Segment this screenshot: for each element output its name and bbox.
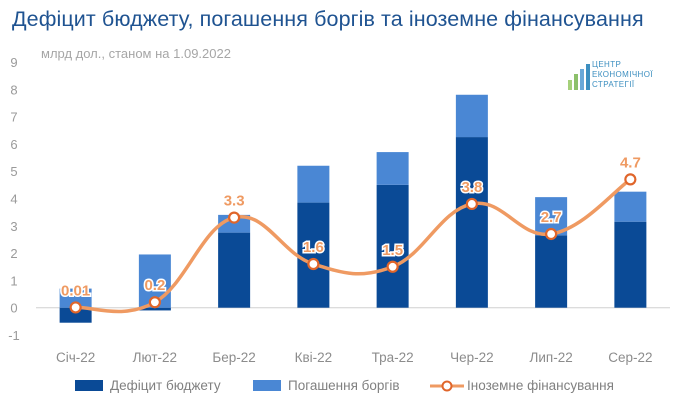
financing-line	[73, 177, 633, 314]
bar-deficit	[614, 221, 647, 308]
chart-subtitle: млрд дол., станом на 1.09.2022	[41, 46, 231, 61]
y-tick-label: 0	[10, 301, 17, 316]
bar-deficit	[376, 184, 409, 308]
chart-canvas: -1 0 1 2 3 4 5 6 7 8 9 Січ-22 Лют-22 Бер-22 Кві-22 Тра-…	[8, 55, 670, 365]
y-tick-label: 8	[10, 82, 17, 97]
ces-logo: ЦЕНТР ЕКОНОМІЧНОЇ СТРАТЕГІЇ	[568, 60, 678, 96]
financing-data-label: 4.7	[620, 154, 641, 171]
bar-debt	[376, 152, 409, 185]
legend-label-debt: Погашення боргів	[288, 378, 400, 393]
financing-data-label: 2.7	[541, 209, 562, 226]
legend-label-deficit: Дефіцит бюджету	[110, 378, 221, 393]
x-tick-label: Лип-22	[530, 350, 573, 365]
financing-data-label: 1.5	[382, 242, 403, 259]
y-tick-label: 9	[10, 55, 17, 70]
bar-debt	[455, 94, 488, 138]
y-tick-label: 7	[10, 110, 17, 125]
legend: Дефіцит бюджету Погашення боргів Іноземн…	[0, 378, 690, 400]
legend-line-marker-icon	[430, 380, 464, 391]
legend-item-financing: Іноземне фінансування	[430, 378, 614, 393]
bar-deficit	[455, 137, 488, 308]
bar-deficit	[138, 307, 171, 311]
financing-data-label: 0.01	[61, 282, 90, 299]
legend-swatch-deficit	[75, 380, 103, 391]
bar-deficit	[535, 235, 568, 308]
logo-line-1: ЦЕНТР	[592, 60, 622, 69]
y-tick-label: 5	[10, 164, 17, 179]
x-tick-label: Сер-22	[608, 350, 652, 365]
financing-data-label: 1.6	[303, 239, 324, 256]
financing-point	[545, 227, 558, 241]
financing-point	[148, 296, 161, 309]
x-tick-label: Січ-22	[56, 350, 95, 365]
legend-item-debt: Погашення боргів	[253, 378, 400, 393]
financing-point	[228, 211, 241, 224]
x-tick-label: Бер-22	[212, 350, 255, 365]
y-tick-label: 1	[10, 273, 17, 288]
y-tick-label: 6	[10, 137, 17, 152]
bar-debt	[297, 165, 330, 203]
financing-point	[386, 260, 399, 273]
logo-line-2: ЕКОНОМІЧНОЇ	[592, 70, 653, 79]
financing-point	[307, 257, 320, 271]
bar-debt	[59, 288, 92, 308]
financing-point	[465, 197, 478, 211]
financing-data-label: 3.3	[224, 193, 245, 210]
bar-deficit	[218, 232, 251, 308]
x-tick-label: Кві-22	[295, 350, 333, 365]
y-tick-label: -1	[8, 328, 20, 343]
legend-item-deficit: Дефіцит бюджету	[75, 378, 221, 393]
y-tick-label: 4	[10, 192, 17, 207]
bar-deficit	[59, 307, 92, 323]
logo-line-3: СТРАТЕГІЇ	[592, 80, 635, 89]
logo-text: ЦЕНТР ЕКОНОМІЧНОЇ СТРАТЕГІЇ	[592, 60, 653, 90]
financing-data-label: 3.8	[461, 179, 482, 196]
x-tick-label: Лют-22	[133, 350, 177, 365]
y-tick-label: 2	[10, 246, 17, 261]
x-tick-label: Чер-22	[450, 350, 494, 365]
x-tick-label: Тра-22	[372, 350, 414, 365]
bar-deficit	[297, 202, 330, 308]
legend-swatch-debt	[253, 380, 281, 391]
legend-label-financing: Іноземне фінансування	[467, 378, 614, 393]
chart-title: Дефіцит бюджету, погашення боргів та іно…	[12, 7, 644, 31]
logo-bars-icon	[568, 64, 590, 90]
financing-data-label: 0.2	[144, 277, 165, 294]
financing-point	[69, 301, 82, 314]
financing-point	[624, 173, 637, 186]
y-tick-label: 3	[10, 219, 17, 234]
bar-debt	[614, 191, 647, 222]
